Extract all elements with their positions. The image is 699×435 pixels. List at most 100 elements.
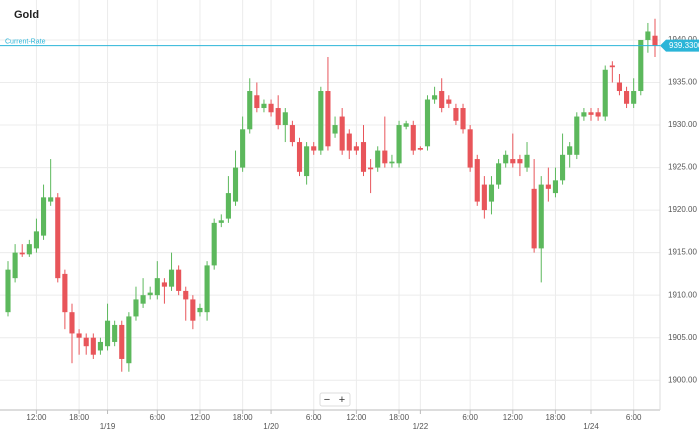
candle-body	[503, 154, 509, 164]
x-tick-label: 1/22	[413, 422, 429, 431]
candle-body	[560, 154, 566, 181]
candle-body	[609, 65, 615, 68]
y-tick-label: 1935.00	[668, 78, 697, 87]
current-rate-label: Current-Rate	[5, 39, 46, 46]
candle-body	[645, 31, 651, 40]
x-tick-label: 6:00	[306, 413, 322, 422]
candle-body	[424, 99, 431, 147]
current-rate-tag	[660, 39, 699, 52]
x-tick-label: 12:00	[503, 413, 524, 422]
candle-body	[325, 91, 331, 147]
candle-body	[496, 163, 502, 185]
candle-body	[574, 116, 580, 155]
candle-body	[261, 103, 267, 109]
candle-body	[76, 333, 82, 338]
candle-body	[154, 278, 160, 296]
candle-body	[368, 167, 374, 170]
candle-body	[12, 252, 18, 279]
candle-body	[638, 39, 644, 92]
zoom-out[interactable]: −	[324, 394, 330, 406]
candle-body	[211, 222, 217, 266]
candle-body	[403, 123, 409, 127]
candle-body	[140, 295, 146, 304]
candle-body	[176, 269, 182, 291]
candle-body	[254, 95, 260, 109]
candle-body	[396, 125, 402, 164]
y-tick-label: 1900.00	[668, 375, 697, 384]
y-tick-label: 1915.00	[668, 248, 697, 257]
x-tick-label: 6:00	[462, 413, 478, 422]
candle-body	[545, 184, 551, 189]
candle-body	[460, 108, 466, 130]
x-tick-label: 12:00	[346, 413, 367, 422]
candle-body	[168, 269, 175, 287]
candle-body	[318, 91, 324, 151]
candle-body	[481, 184, 487, 211]
candle-body	[631, 91, 637, 104]
candle-body	[275, 108, 281, 126]
candle-body	[282, 112, 288, 126]
x-tick-label: 18:00	[69, 413, 90, 422]
candle-body	[19, 252, 25, 255]
x-tick-label: 18:00	[233, 413, 254, 422]
candle-body	[488, 184, 495, 202]
candle-body	[218, 220, 224, 223]
candle-body	[389, 161, 395, 164]
x-tick-label: 6:00	[626, 413, 642, 422]
candle-body	[531, 188, 537, 249]
candle-body	[240, 129, 246, 168]
candle-body	[225, 193, 231, 219]
candle-body	[26, 244, 32, 255]
candle-body	[524, 154, 530, 168]
candle-body	[339, 116, 345, 151]
candle-body	[97, 341, 103, 351]
candle-body	[581, 112, 587, 117]
candle-body	[552, 180, 559, 194]
candle-body	[446, 99, 452, 104]
candle-body	[90, 337, 96, 355]
candle-body	[332, 125, 338, 134]
y-tick-label: 1940.00	[668, 35, 697, 44]
candle-body	[567, 146, 573, 155]
candle-body	[183, 290, 189, 300]
candle-body	[268, 103, 274, 113]
candle-body	[247, 91, 253, 130]
candle-body	[517, 159, 523, 164]
chart-title: Gold	[14, 9, 39, 21]
candle-body	[112, 324, 118, 342]
zoom-in[interactable]: +	[339, 394, 345, 406]
x-tick-label: 18:00	[389, 413, 410, 422]
zoom-box	[319, 392, 351, 407]
candle-body	[161, 282, 167, 287]
candle-body	[375, 150, 381, 168]
candle-body	[382, 150, 388, 164]
candle-body	[104, 320, 111, 347]
candle-body	[346, 133, 352, 151]
y-tick-label: 1920.00	[668, 205, 697, 214]
candle-body	[410, 125, 416, 151]
candle-body	[432, 95, 438, 100]
candle-body	[616, 82, 623, 92]
candle-body	[83, 337, 89, 347]
candle-body	[33, 231, 39, 249]
candle-body	[652, 35, 658, 46]
candle-body	[62, 273, 68, 313]
candle-body	[296, 142, 303, 172]
candle-body	[624, 91, 630, 104]
grid	[0, 0, 660, 410]
candle-body	[232, 167, 239, 202]
candle-body	[467, 129, 473, 168]
y-tick-label: 1910.00	[668, 290, 697, 299]
candle-body	[119, 324, 125, 359]
candle-body	[417, 148, 423, 150]
candle-body	[510, 159, 516, 164]
candle-body	[40, 197, 47, 236]
x-tick-label: 6:00	[150, 413, 166, 422]
candle-body	[5, 269, 11, 313]
x-tick-label: 1/20	[263, 422, 279, 431]
candle-body	[133, 299, 139, 317]
candle-body	[360, 142, 367, 172]
y-tick-label: 1925.00	[668, 163, 697, 172]
